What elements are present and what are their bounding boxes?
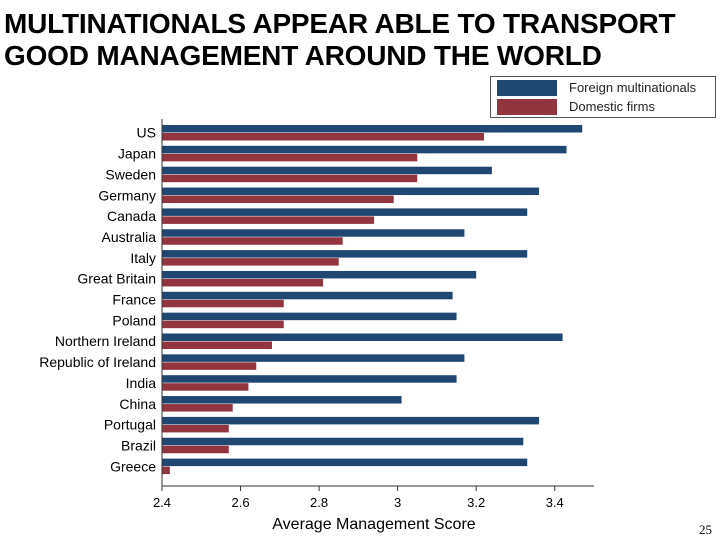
bar-foreign-canada	[162, 208, 528, 216]
category-label-germany: Germany	[98, 187, 156, 203]
bar-domestic-sweden	[162, 174, 418, 183]
bar-domestic-poland	[162, 320, 284, 329]
slide-title: MULTINATIONALS APPEAR ABLE TO TRANSPORT …	[4, 8, 676, 72]
category-label-us: US	[137, 125, 156, 141]
x-tick-label: 3	[394, 495, 401, 510]
bar-foreign-india	[162, 375, 457, 383]
x-axis-title: Average Management Score	[272, 516, 475, 533]
bar-foreign-sweden	[162, 166, 492, 175]
bar-foreign-poland	[162, 312, 457, 321]
category-label-australia: Australia	[102, 229, 157, 245]
bar-domestic-portugal	[162, 424, 229, 433]
bar-foreign-us	[162, 125, 583, 133]
category-label-portugal: Portugal	[104, 417, 156, 433]
category-label-brazil: Brazil	[121, 437, 156, 453]
category-label-italy: Italy	[130, 250, 156, 266]
bar-domestic-us	[162, 133, 485, 141]
category-label-poland: Poland	[112, 312, 156, 328]
x-tick-label: 3.4	[546, 495, 564, 510]
bar-domestic-australia	[162, 237, 343, 245]
category-label-great-britain: Great Britain	[77, 271, 156, 287]
category-label-northern-ireland: Northern Ireland	[55, 333, 156, 349]
bar-domestic-india	[162, 383, 249, 391]
bar-domestic-republic-of-ireland	[162, 362, 257, 370]
bar-domestic-northern-ireland	[162, 341, 272, 349]
legend-swatch-domestic	[497, 98, 557, 115]
bar-domestic-italy	[162, 258, 339, 266]
legend-item-domestic: Domestic firms	[497, 98, 655, 115]
legend-label-domestic: Domestic firms	[569, 99, 655, 114]
page-number: 25	[699, 522, 712, 537]
bar-foreign-portugal	[162, 416, 540, 425]
category-label-china: China	[119, 396, 156, 412]
bar-domestic-greece	[162, 466, 170, 475]
category-label-japan: Japan	[118, 146, 156, 162]
legend-label-foreign: Foreign multinationals	[569, 80, 697, 95]
bar-foreign-australia	[162, 229, 465, 237]
category-label-france: France	[112, 292, 156, 308]
x-tick-label: 2.4	[153, 495, 171, 510]
bar-foreign-germany	[162, 187, 540, 196]
category-label-republic-of-ireland: Republic of Ireland	[39, 354, 156, 370]
category-label-india: India	[126, 375, 157, 391]
bar-foreign-italy	[162, 250, 528, 258]
bar-foreign-republic-of-ireland	[162, 354, 465, 362]
bar-foreign-greece	[162, 458, 528, 467]
bar-foreign-japan	[162, 145, 567, 154]
bar-domestic-china	[162, 404, 233, 412]
bar-domestic-great-britain	[162, 278, 324, 287]
slide-title-line-1: MULTINATIONALS APPEAR ABLE TO TRANSPORT	[4, 8, 676, 39]
bar-foreign-france	[162, 291, 453, 300]
bar-domestic-germany	[162, 195, 394, 204]
bar-domestic-canada	[162, 216, 375, 224]
x-tick-label: 3.2	[467, 495, 485, 510]
x-tick-label: 2.6	[232, 495, 250, 510]
x-tick-label: 2.8	[310, 495, 328, 510]
bar-foreign-great-britain	[162, 270, 477, 279]
bar-domestic-japan	[162, 153, 418, 162]
bar-domestic-france	[162, 299, 284, 308]
bar-foreign-brazil	[162, 437, 524, 446]
bar-foreign-northern-ireland	[162, 333, 563, 341]
category-label-canada: Canada	[107, 208, 156, 224]
slide-title-line-2: GOOD MANAGEMENT AROUND THE WORLD	[4, 40, 602, 71]
category-label-greece: Greece	[110, 458, 156, 474]
bar-domestic-brazil	[162, 445, 229, 454]
legend-item-foreign: Foreign multinationals	[497, 79, 696, 96]
category-label-sweden: Sweden	[105, 166, 156, 182]
legend-swatch-foreign	[497, 79, 557, 96]
bar-foreign-china	[162, 396, 402, 404]
chart-legend: Foreign multinationals Domestic firms	[490, 76, 716, 118]
